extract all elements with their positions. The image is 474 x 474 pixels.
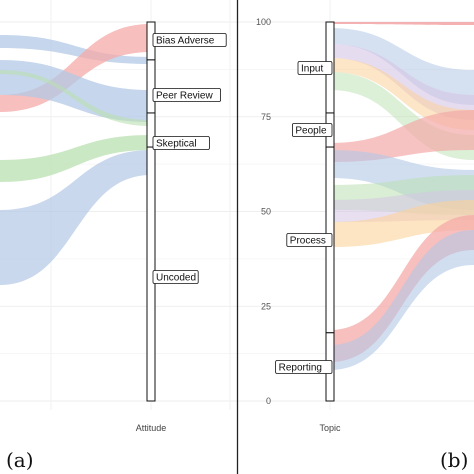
stratum-label-box bbox=[152, 33, 227, 47]
flow-ribbon bbox=[330, 230, 474, 370]
y-tick-label: 0 bbox=[266, 396, 271, 406]
flow-ribbon bbox=[330, 28, 474, 105]
stratum-label-box bbox=[152, 88, 221, 102]
stratum-box bbox=[146, 59, 156, 114]
stratum-label: Peer Review bbox=[156, 91, 213, 102]
y-tick-label: 50 bbox=[261, 207, 271, 217]
stratum-label-box bbox=[152, 136, 210, 150]
flow-layer bbox=[0, 22, 474, 370]
panel-label-b: (b) bbox=[440, 448, 469, 472]
stratum-label: Process bbox=[290, 236, 326, 247]
flow-ribbon bbox=[0, 70, 151, 126]
stratum-label: Bias Adverse bbox=[156, 36, 215, 47]
flow-ribbon bbox=[330, 22, 474, 25]
stratum-label-box bbox=[291, 123, 333, 137]
stratum-label-box bbox=[152, 270, 199, 284]
axis-title: Topic bbox=[319, 423, 341, 433]
flow-ribbon bbox=[330, 58, 474, 130]
axis-layer: Bias Adverse Peer Review Skeptical Uncoded A… bbox=[136, 17, 341, 433]
stratum-label-box bbox=[297, 61, 333, 75]
stratum-label-box bbox=[286, 233, 333, 247]
y-tick-label: 25 bbox=[261, 301, 271, 311]
flow-ribbon bbox=[330, 200, 474, 247]
stratum-label: Reporting bbox=[279, 363, 322, 374]
y-tick-label: 100 bbox=[256, 17, 271, 27]
y-tick-label: 75 bbox=[261, 112, 271, 122]
stratum-label: Uncoded bbox=[156, 273, 196, 284]
stratum-label: Skeptical bbox=[156, 139, 197, 150]
stratum-label: Input bbox=[301, 64, 323, 75]
panel-label-a: (a) bbox=[6, 448, 34, 472]
axis-title: Attitude bbox=[136, 423, 167, 433]
flow-ribbon bbox=[330, 110, 474, 162]
stratum-label-box bbox=[275, 360, 333, 374]
stratum-label: People bbox=[295, 126, 327, 137]
flow-ribbon bbox=[0, 135, 151, 182]
flow-ribbon bbox=[330, 44, 474, 120]
flow-ribbon bbox=[0, 150, 151, 285]
